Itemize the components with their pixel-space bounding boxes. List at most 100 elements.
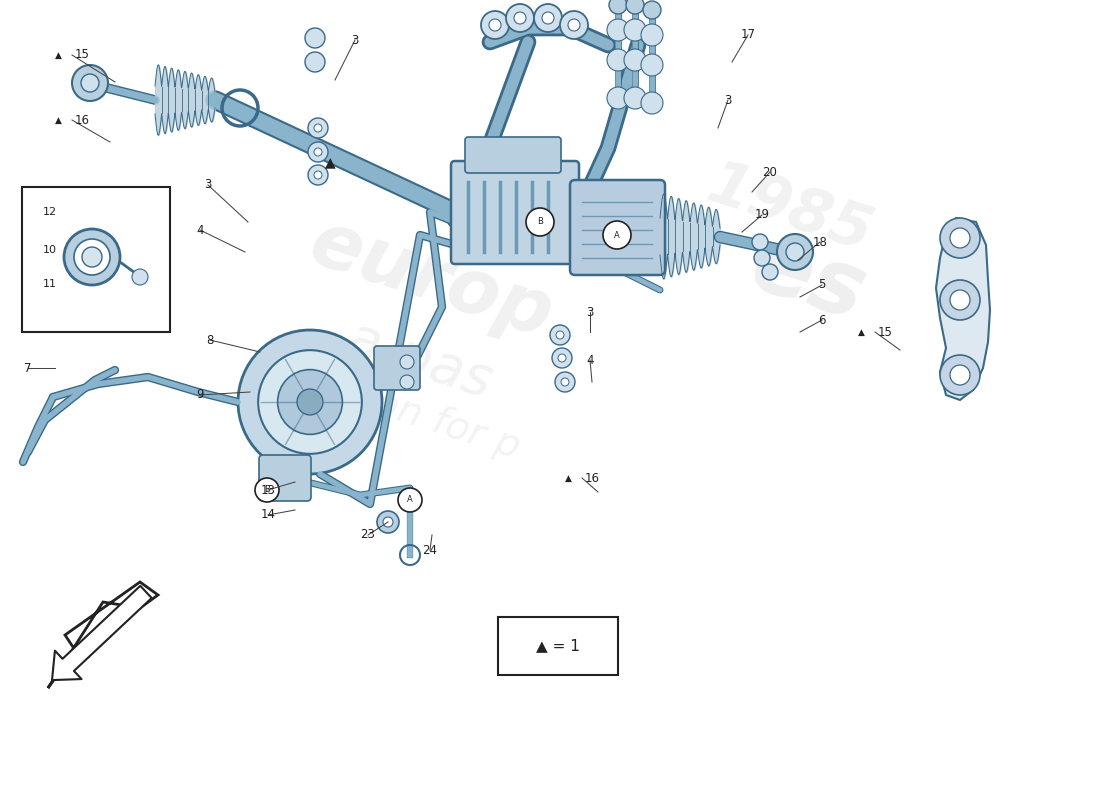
Text: 24: 24 [422,543,438,557]
Circle shape [940,280,980,320]
Circle shape [383,517,393,527]
Circle shape [308,142,328,162]
Text: 1985: 1985 [700,156,880,264]
Text: 16: 16 [584,471,600,485]
Text: 6: 6 [818,314,826,326]
Circle shape [641,92,663,114]
Text: ▲ = 1: ▲ = 1 [536,638,580,654]
Circle shape [308,118,328,138]
Circle shape [607,49,629,71]
Text: 16: 16 [75,114,89,126]
Text: 5: 5 [818,278,826,291]
Circle shape [940,355,980,395]
FancyBboxPatch shape [498,617,618,675]
Circle shape [490,19,500,31]
Polygon shape [936,218,990,400]
Text: 4: 4 [586,354,594,366]
FancyBboxPatch shape [570,180,666,275]
Text: 15: 15 [75,49,89,62]
Circle shape [542,12,554,24]
Circle shape [607,19,629,41]
Text: A: A [614,230,620,239]
Text: 4: 4 [196,223,204,237]
Circle shape [552,348,572,368]
Circle shape [305,52,324,72]
Text: a pas: a pas [340,312,498,408]
Text: 9: 9 [196,389,204,402]
Text: 11: 11 [43,279,57,289]
Circle shape [297,389,323,415]
Text: 12: 12 [43,207,57,217]
Text: ▲: ▲ [858,327,865,337]
FancyArrowPatch shape [52,586,152,680]
Circle shape [550,325,570,345]
FancyBboxPatch shape [22,187,170,332]
Text: 3: 3 [586,306,594,318]
Circle shape [74,239,110,275]
Circle shape [314,148,322,156]
FancyBboxPatch shape [451,161,579,264]
Circle shape [940,218,980,258]
Circle shape [400,355,414,369]
Text: B: B [537,218,543,226]
Circle shape [609,0,627,14]
Circle shape [400,375,414,389]
Text: ▲: ▲ [55,115,62,125]
Circle shape [506,4,534,32]
Circle shape [308,165,328,185]
Circle shape [132,269,148,285]
Circle shape [786,243,804,261]
Circle shape [314,124,322,132]
Circle shape [752,234,768,250]
Text: 7: 7 [24,362,32,374]
Circle shape [305,28,324,48]
FancyBboxPatch shape [374,346,420,390]
Circle shape [377,511,399,533]
Circle shape [534,4,562,32]
Text: 15: 15 [878,326,892,338]
Circle shape [762,264,778,280]
Circle shape [950,365,970,385]
Circle shape [950,228,970,248]
FancyBboxPatch shape [258,455,311,501]
Circle shape [641,54,663,76]
Text: sion for p: sion for p [340,374,525,466]
Circle shape [560,11,588,39]
Circle shape [777,234,813,270]
Circle shape [950,290,970,310]
Text: 18: 18 [813,235,827,249]
Text: 10: 10 [43,245,57,255]
Circle shape [556,331,564,339]
Circle shape [558,354,566,362]
Circle shape [603,221,631,249]
Circle shape [556,372,575,392]
Text: ▲: ▲ [324,155,336,169]
Text: 23: 23 [361,529,375,542]
Circle shape [258,350,362,454]
Text: 8: 8 [207,334,213,346]
Text: europ: europ [300,206,561,354]
Text: 3: 3 [205,178,211,191]
Circle shape [641,24,663,46]
Circle shape [82,247,102,267]
Text: 17: 17 [740,29,756,42]
Circle shape [607,87,629,109]
Text: ▲: ▲ [564,474,571,482]
Text: 19: 19 [755,209,770,222]
Text: A: A [407,495,412,505]
Circle shape [398,488,422,512]
Circle shape [626,0,644,14]
Circle shape [526,208,554,236]
Circle shape [624,49,646,71]
Circle shape [624,87,646,109]
Circle shape [644,1,661,19]
Circle shape [81,74,99,92]
Text: 3: 3 [351,34,359,46]
Circle shape [72,65,108,101]
Text: ▲: ▲ [55,50,62,59]
Circle shape [561,378,569,386]
Text: 3: 3 [724,94,732,106]
Text: 14: 14 [261,509,275,522]
Circle shape [64,229,120,285]
Circle shape [277,370,342,434]
